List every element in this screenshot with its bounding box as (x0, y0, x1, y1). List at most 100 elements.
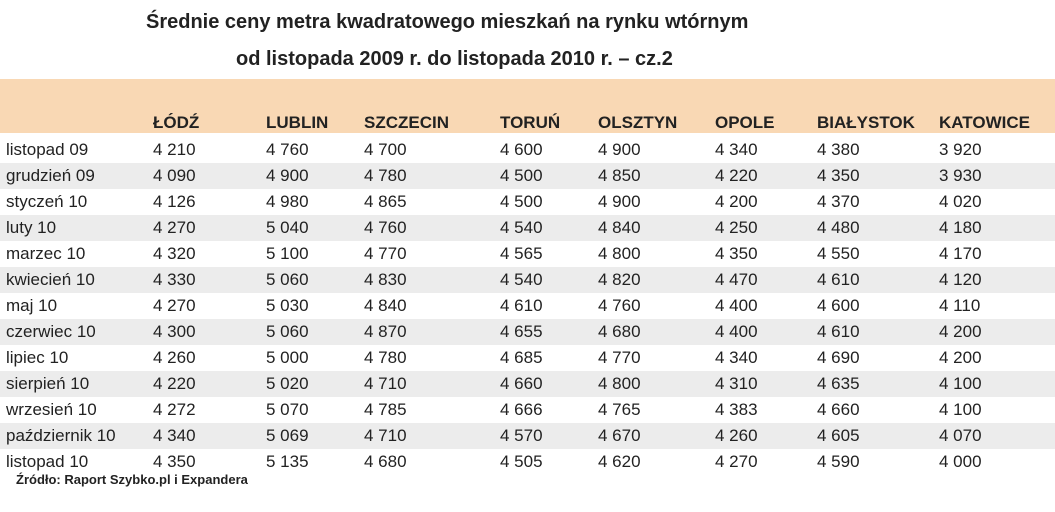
price-cell: 4 840 (364, 296, 407, 315)
price-cell: 4 120 (939, 267, 1055, 293)
price-cell: 4 300 (153, 319, 266, 345)
price-cell: 4 680 (598, 319, 715, 345)
price-cell: 4 830 (364, 267, 500, 293)
table-row: październik 10 4 340 5 069 4 710 4 570 4 670 4… (0, 423, 1055, 449)
price-cell: 4 200 (939, 319, 1055, 345)
price-cell: 4 126 (153, 192, 196, 211)
header-szczecin: SZCZECIN (364, 113, 449, 132)
header-band (0, 79, 1055, 133)
header-katowice: KATOWICE (939, 113, 1030, 132)
price-cell: 4 840 (598, 215, 715, 241)
price-cell: 4 685 (500, 348, 543, 367)
price-cell: 4 660 (817, 400, 860, 419)
table-row: maj 10 4 270 5 030 4 840 4 610 4 760 4 400 4 60… (0, 293, 1055, 319)
price-cell: 4 380 (817, 140, 860, 159)
price-cell: 4 620 (598, 452, 641, 471)
row-month-cell: lipiec 10 (6, 348, 69, 367)
price-cell: 4 340 (153, 423, 266, 449)
price-cell: 4 610 (817, 319, 939, 345)
price-cell: 5 069 (266, 423, 364, 449)
row-month-cell: czerwiec 10 (0, 319, 153, 345)
price-cell: 4 900 (598, 140, 641, 159)
price-cell: 4 870 (364, 319, 500, 345)
price-cell: 4 270 (153, 296, 196, 315)
price-cell: 4 110 (939, 296, 981, 315)
price-cell: 4 320 (153, 244, 196, 263)
table-row: sierpień 10 4 220 5 020 4 710 4 660 4 800 4 31… (0, 371, 1055, 397)
price-cell: 4 550 (817, 244, 860, 263)
table-title-line-1: Średnie ceny metra kwadratowego mieszkań… (146, 11, 749, 33)
price-cell: 4 605 (817, 423, 939, 449)
price-cell: 4 760 (598, 296, 641, 315)
price-cell: 4 272 (153, 400, 196, 419)
price-cell: 4 610 (817, 267, 939, 293)
header-month (0, 79, 153, 137)
price-cell: 5 020 (266, 371, 364, 397)
table-row: listopad 09 4 210 4 760 4 700 4 600 4 900 4 34… (0, 137, 1055, 163)
table-row: kwiecień 10 4 330 5 060 4 830 4 540 4 820 4 47… (0, 267, 1055, 293)
source-note: Źródło: Raport Szybko.pl i Expandera (16, 472, 248, 487)
price-cell: 4 865 (364, 192, 407, 211)
price-cell: 5 040 (266, 215, 364, 241)
price-cell: 4 780 (364, 163, 500, 189)
price-cell: 5 060 (266, 267, 364, 293)
header-opole: OPOLE (715, 113, 775, 132)
price-cell: 4 540 (500, 215, 598, 241)
price-cell: 4 540 (500, 267, 598, 293)
price-cell: 4 820 (598, 267, 715, 293)
header-lublin: LUBLIN (266, 113, 329, 132)
price-cell: 4 505 (500, 452, 543, 471)
price-cell: 4 100 (939, 400, 982, 419)
price-cell: 5 060 (266, 319, 364, 345)
price-cell: 4 670 (598, 423, 715, 449)
price-cell: 4 800 (598, 244, 641, 263)
price-cell: 4 260 (715, 423, 817, 449)
table-row: lipiec 10 4 260 5 000 4 780 4 685 4 770 4 340 4… (0, 345, 1055, 371)
price-cell: 4 200 (939, 348, 982, 367)
price-cell: 4 600 (500, 140, 543, 159)
price-cell: 4 090 (153, 163, 266, 189)
price-cell: 4 270 (153, 215, 266, 241)
table-row: styczeń 10 4 126 4 980 4 865 4 500 4 900 4 200… (0, 189, 1055, 215)
table-row: czerwiec 10 4 300 5 060 4 870 4 655 4 680 4 40… (0, 319, 1055, 345)
table-row: grudzień 09 4 090 4 900 4 780 4 500 4 850 4 22… (0, 163, 1055, 189)
price-cell: 4 610 (500, 296, 543, 315)
price-cell: 4 350 (715, 244, 758, 263)
price-cell: 4 370 (817, 192, 860, 211)
price-cell: 4 680 (364, 452, 407, 471)
price-cell: 4 600 (817, 296, 860, 315)
row-month-cell: kwiecień 10 (0, 267, 153, 293)
price-cell: 4 400 (715, 296, 758, 315)
price-cell: 4 200 (715, 192, 758, 211)
price-cell: 4 635 (817, 371, 939, 397)
price-cell: 4 270 (715, 452, 758, 471)
price-cell: 3 930 (939, 163, 1055, 189)
price-cell: 4 260 (153, 348, 196, 367)
price-cell: 3 920 (939, 140, 982, 159)
price-cell: 4 570 (500, 423, 598, 449)
price-cell: 4 760 (364, 215, 500, 241)
row-month-cell: wrzesień 10 (6, 400, 97, 419)
price-cell: 4 700 (364, 140, 407, 159)
price-cell: 4 900 (266, 163, 364, 189)
price-cell: 4 383 (715, 400, 758, 419)
price-cell: 5 100 (266, 244, 309, 263)
price-cell: 4 710 (364, 423, 500, 449)
price-cell: 5 030 (266, 296, 309, 315)
table-row: marzec 10 4 320 5 100 4 770 4 565 4 800 4 350 4… (0, 241, 1055, 267)
price-cell: 4 000 (939, 452, 982, 471)
header-olsztyn: OLSZTYN (598, 113, 678, 132)
table-row: listopad 10 4 350 5 135 4 680 4 505 4 620 4 27… (0, 449, 1055, 475)
price-cell: 4 340 (715, 348, 758, 367)
price-cell: 4 660 (500, 371, 598, 397)
price-cell: 4 350 (153, 452, 196, 471)
price-cell: 4 220 (715, 163, 817, 189)
price-cell: 4 500 (500, 163, 598, 189)
price-cell: 4 655 (500, 319, 598, 345)
row-month-cell: styczeń 10 (6, 192, 88, 211)
price-cell: 4 400 (715, 319, 817, 345)
row-month-cell: grudzień 09 (0, 163, 153, 189)
price-cell: 4 770 (598, 348, 641, 367)
price-cell: 4 170 (939, 244, 982, 263)
price-cell: 4 780 (364, 348, 407, 367)
